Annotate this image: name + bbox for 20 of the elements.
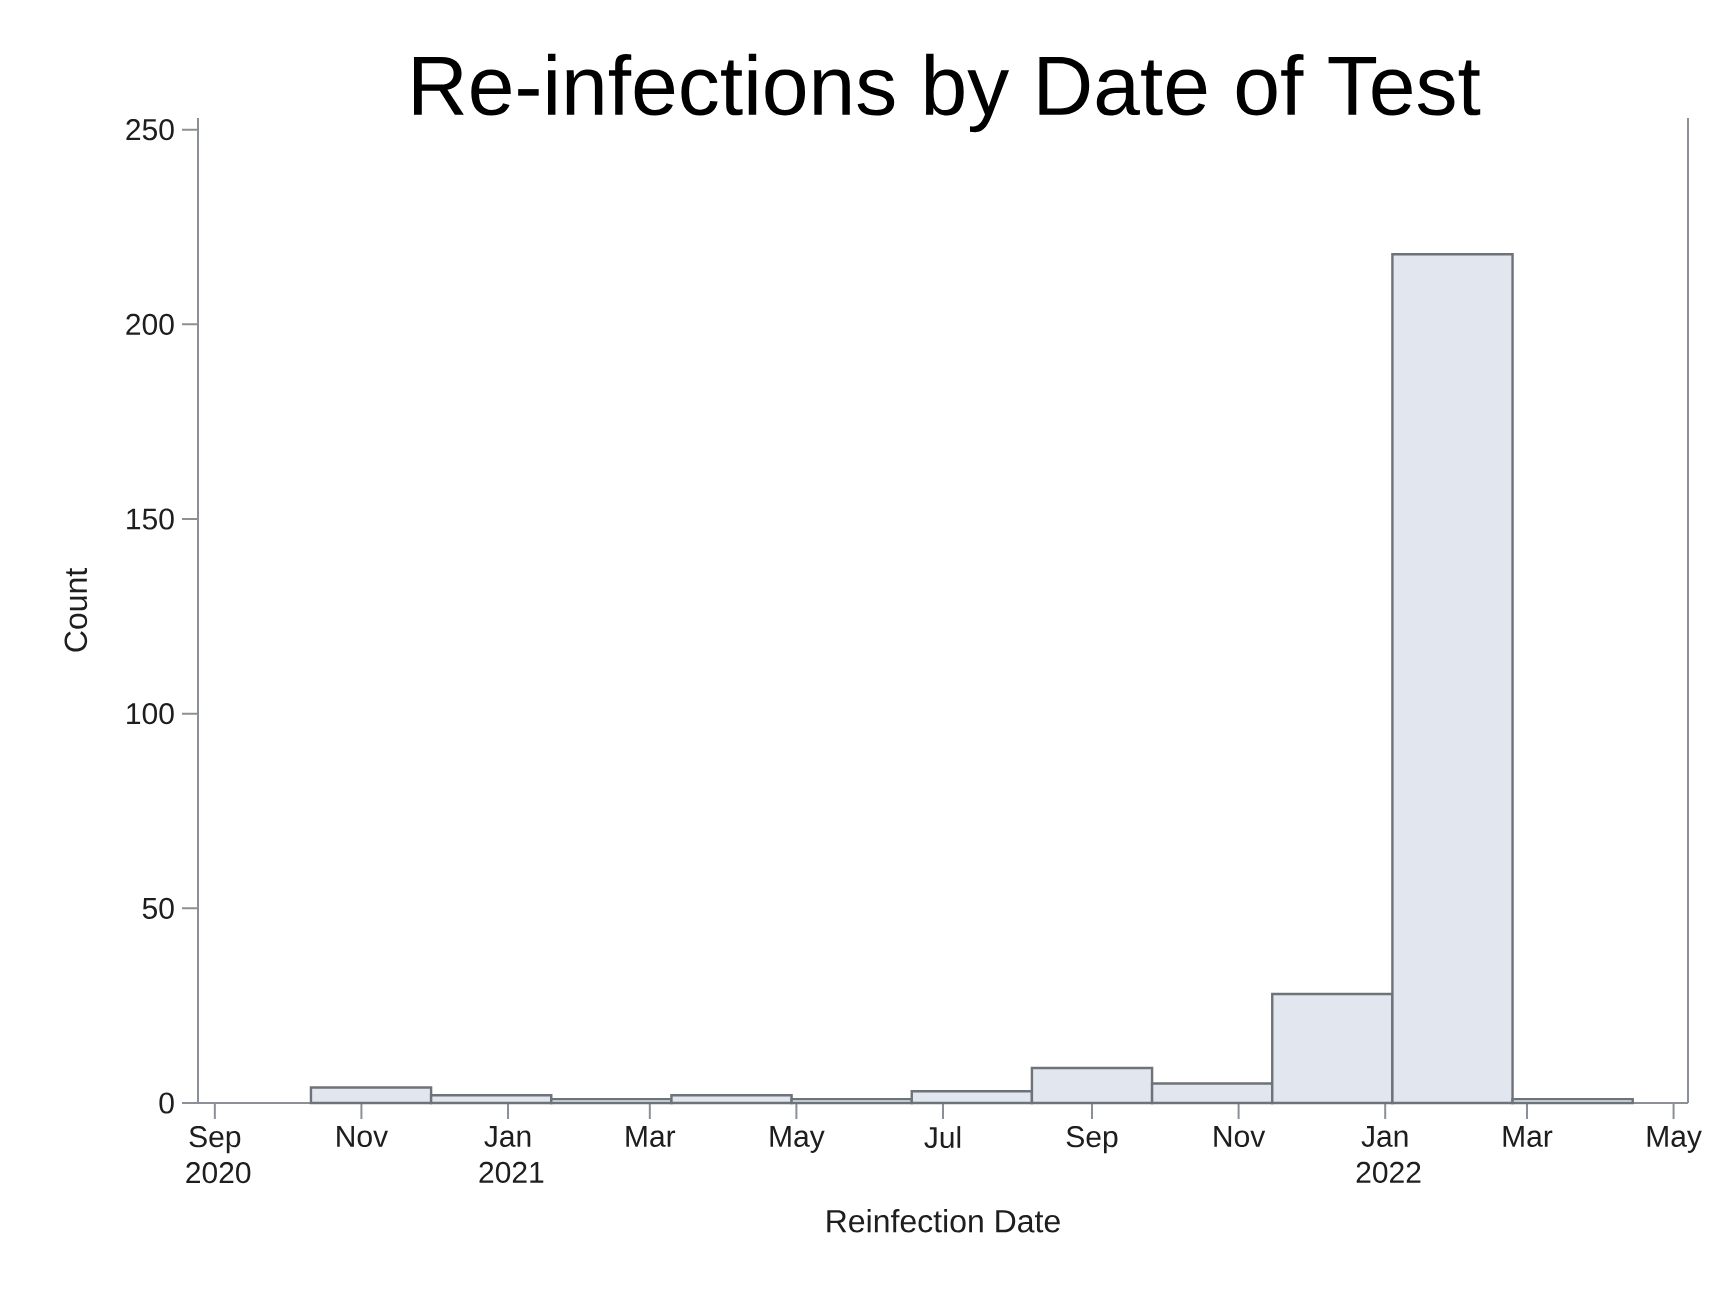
chart-title: Re-infections by Date of Test bbox=[413, 53, 1481, 133]
x-tick-label: Nov bbox=[337, 1126, 388, 1147]
x-tick-label: May bbox=[1647, 1126, 1702, 1153]
x-tick-label: Jan 2021 bbox=[479, 1126, 544, 1183]
x-tick-label: Sep bbox=[1066, 1126, 1118, 1154]
x-tick-label: Jul bbox=[924, 1126, 961, 1149]
y-tick-label: 250 bbox=[126, 119, 174, 141]
x-tick-label: Jan 2022 bbox=[1356, 1126, 1421, 1183]
y-tick-label: 100 bbox=[127, 703, 174, 725]
y-tick-label: 150 bbox=[127, 508, 174, 530]
y-axis-title: Count bbox=[64, 568, 88, 652]
x-tick-label: Nov bbox=[1214, 1126, 1266, 1147]
y-tick-label: 50 bbox=[142, 897, 174, 919]
x-tick-label: Mar bbox=[1503, 1126, 1553, 1147]
y-tick-label: 200 bbox=[126, 313, 174, 335]
x-tick-label: May bbox=[770, 1126, 825, 1153]
x-tick-label: Mar bbox=[626, 1126, 676, 1147]
x-axis-title: Reinfection Date bbox=[827, 1209, 1060, 1233]
x-tick-label: Sep 2020 bbox=[186, 1126, 251, 1184]
y-tick-label: 0 bbox=[159, 1092, 174, 1114]
